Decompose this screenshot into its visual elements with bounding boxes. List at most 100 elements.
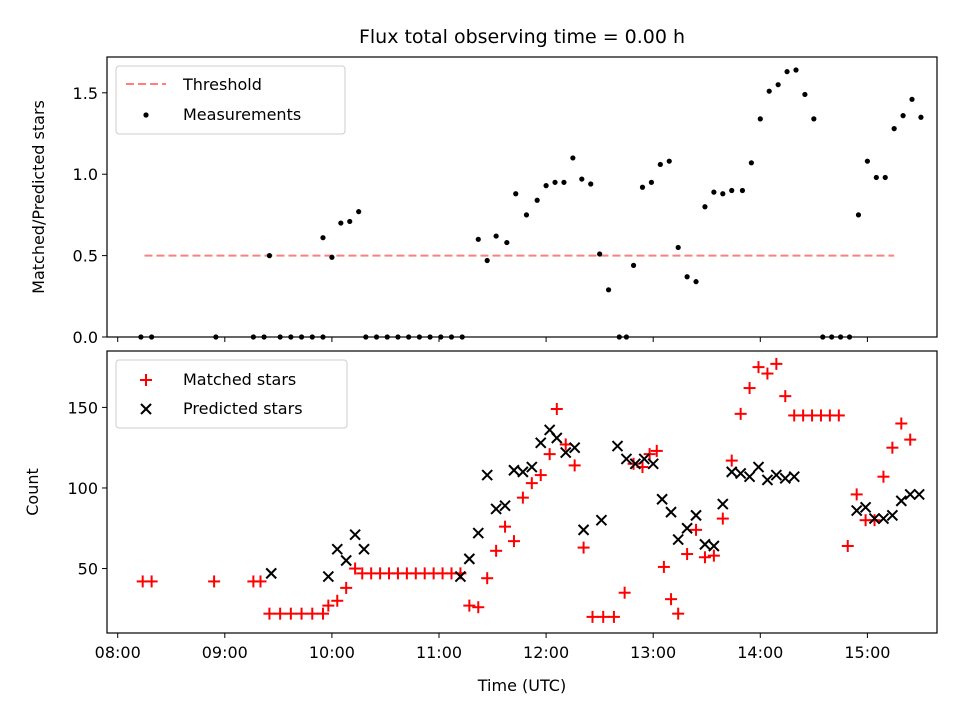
x-tick-label: 08:00 — [95, 643, 141, 662]
predicted-star-marker — [490, 503, 502, 515]
matched-star-marker — [850, 488, 863, 501]
predicted-star-marker — [595, 514, 608, 526]
predicted-star-marker — [904, 488, 916, 501]
matched-star-marker — [284, 607, 297, 620]
bottom-y-tick-label: 100 — [67, 479, 98, 498]
measurement-point — [384, 334, 390, 340]
measurement-point — [138, 334, 144, 340]
measurement-point — [693, 279, 699, 285]
matched-star-marker — [577, 541, 590, 554]
bottom-y-tick-label: 50 — [78, 560, 98, 579]
matched-star-marker — [672, 607, 685, 620]
predicted-star-marker — [349, 528, 361, 541]
matched-star-marker — [550, 403, 563, 416]
measurement-point — [534, 197, 540, 203]
top-legend-box — [115, 65, 346, 135]
predicted-star-marker — [690, 509, 702, 522]
measurement-point — [320, 334, 326, 340]
measurement-point — [838, 334, 844, 340]
matched-star-marker — [690, 523, 703, 536]
measurement-point — [588, 181, 594, 187]
matched-star-marker — [743, 382, 756, 395]
measurement-point — [909, 96, 915, 102]
matched-star-marker — [340, 581, 353, 594]
measurement-point — [406, 334, 412, 340]
predicted-star-marker — [895, 495, 908, 507]
predicted-star-marker — [331, 543, 343, 555]
predicted-star-marker — [508, 464, 520, 476]
measurement-point — [775, 82, 781, 88]
predicted-star-marker — [265, 567, 277, 580]
measurement-point — [523, 212, 530, 218]
measurement-point — [493, 233, 499, 239]
top-y-tick-label: 1.0 — [73, 165, 98, 184]
matched-star-marker — [525, 477, 538, 490]
measurement-point — [261, 334, 267, 340]
measurement-point — [309, 334, 315, 340]
predicted-star-marker — [859, 501, 872, 514]
x-axis-label: Time (UTC) — [477, 676, 566, 695]
matched-star-marker — [472, 601, 485, 614]
matched-star-marker — [895, 417, 908, 430]
measurement-point — [900, 113, 906, 119]
predicted-star-marker — [752, 461, 765, 473]
predicted-star-marker — [877, 512, 890, 525]
predicted-star-marker — [340, 554, 352, 567]
predicted-star-marker — [535, 437, 547, 449]
matched-star-marker — [657, 560, 670, 573]
measurement-point — [329, 254, 335, 260]
top-y-tick-label: 1.5 — [73, 84, 98, 103]
matched-star-marker — [698, 551, 711, 564]
measurement-point — [149, 334, 155, 340]
matched-star-marker — [507, 535, 520, 548]
measurement-point — [729, 187, 735, 194]
measurement-point — [605, 287, 612, 293]
measurement-point — [623, 334, 630, 340]
measurement-point — [666, 158, 672, 164]
measurement-point — [757, 116, 763, 122]
matched-star-marker — [559, 438, 572, 451]
predicted-star-marker — [551, 432, 563, 444]
matched-star-marker — [274, 607, 287, 620]
matched-star-marker — [904, 433, 917, 446]
measurement-point — [347, 218, 353, 225]
top-legend: Threshold Measurements — [115, 65, 346, 135]
predicted-star-marker — [708, 540, 720, 552]
matched-star-marker — [627, 457, 640, 470]
measurement-point — [720, 191, 726, 197]
matched-star-marker — [322, 599, 335, 612]
measurement-point — [543, 183, 549, 189]
measurement-point — [448, 334, 455, 340]
matched-star-marker — [263, 607, 276, 620]
x-tick-label: 14:00 — [737, 643, 783, 662]
matched-star-marker — [568, 459, 581, 472]
predicted-star-marker — [499, 499, 511, 512]
measurement-point — [811, 116, 817, 122]
top-panel: 0.0 0.5 1.0 1.5 Matched/Predicted stars Thr… — [29, 56, 938, 347]
predicted-star-marker — [699, 538, 711, 551]
matched-star-marker — [349, 562, 362, 575]
matched-star-marker — [868, 514, 881, 527]
predicted-star-marker — [560, 446, 572, 459]
measurement-point — [395, 334, 401, 340]
bottom-plot-frame — [106, 350, 938, 634]
measurement-point — [356, 209, 362, 215]
measurement-point — [784, 69, 790, 75]
predicted-star-marker — [638, 453, 650, 465]
predicted-star-marker — [517, 466, 529, 478]
bottom-legend: Matched stars Predicted stars — [115, 359, 348, 429]
matched-star-marker — [841, 539, 854, 552]
measurement-point — [882, 174, 888, 181]
bottom-y-tick-label: 150 — [67, 398, 98, 417]
matched-star-marker — [707, 549, 720, 562]
x-tick-label: 10:00 — [309, 643, 355, 662]
measurement-point — [918, 114, 924, 120]
measurement-point — [657, 161, 663, 168]
predicted-star-marker — [568, 441, 581, 454]
measurement-point — [829, 334, 835, 340]
measurement-point — [820, 334, 826, 340]
bottom-legend-box — [115, 359, 348, 429]
x-tick-label: 13:00 — [630, 643, 676, 662]
matched-star-marker — [877, 470, 890, 483]
measurement-point — [891, 126, 897, 132]
